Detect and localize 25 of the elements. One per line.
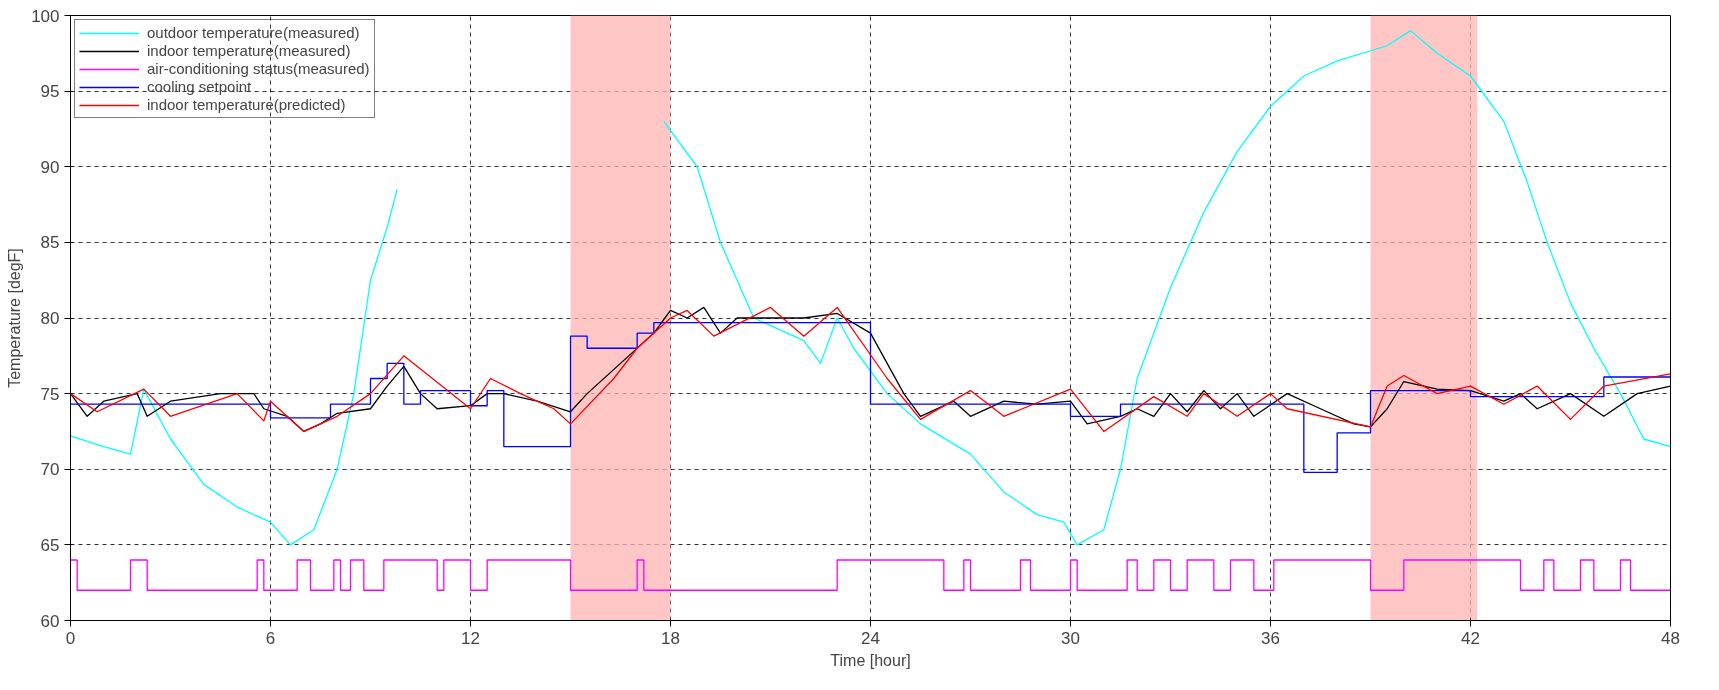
legend-label: outdoor temperature(measured) (147, 24, 360, 41)
x-tick-label: 30 (1061, 628, 1080, 648)
y-tick-label: 100 (31, 6, 60, 26)
legend-label: cooling setpoint (147, 78, 252, 95)
y-tick-label: 85 (40, 233, 60, 253)
x-tick-label: 48 (1661, 628, 1680, 648)
x-axis-title: Time [hour] (830, 651, 911, 669)
y-tick-label: 90 (40, 157, 60, 177)
y-tick-label: 95 (40, 82, 60, 102)
legend-label: air-conditioning status(measured) (147, 60, 370, 77)
x-tick-label: 0 (65, 628, 76, 648)
y-tick-label: 80 (40, 309, 60, 328)
x-tick-label: 42 (1461, 628, 1480, 648)
legend-label: indoor temperature(predicted) (147, 96, 346, 113)
x-tick-label: 36 (1261, 628, 1280, 648)
y-tick-label: 70 (40, 460, 60, 480)
y-tick-label: 60 (40, 611, 60, 631)
y-axis-title: Temperature [degF] (6, 248, 24, 388)
x-tick-label: 6 (265, 628, 276, 648)
x-tick-label: 12 (461, 628, 480, 648)
x-tick-label: 18 (661, 628, 680, 648)
x-tick-label: 24 (861, 628, 880, 648)
y-tick-label: 75 (40, 384, 60, 404)
y-tick-label: 65 (40, 535, 60, 555)
legend-label: indoor temperature(measured) (147, 42, 351, 59)
